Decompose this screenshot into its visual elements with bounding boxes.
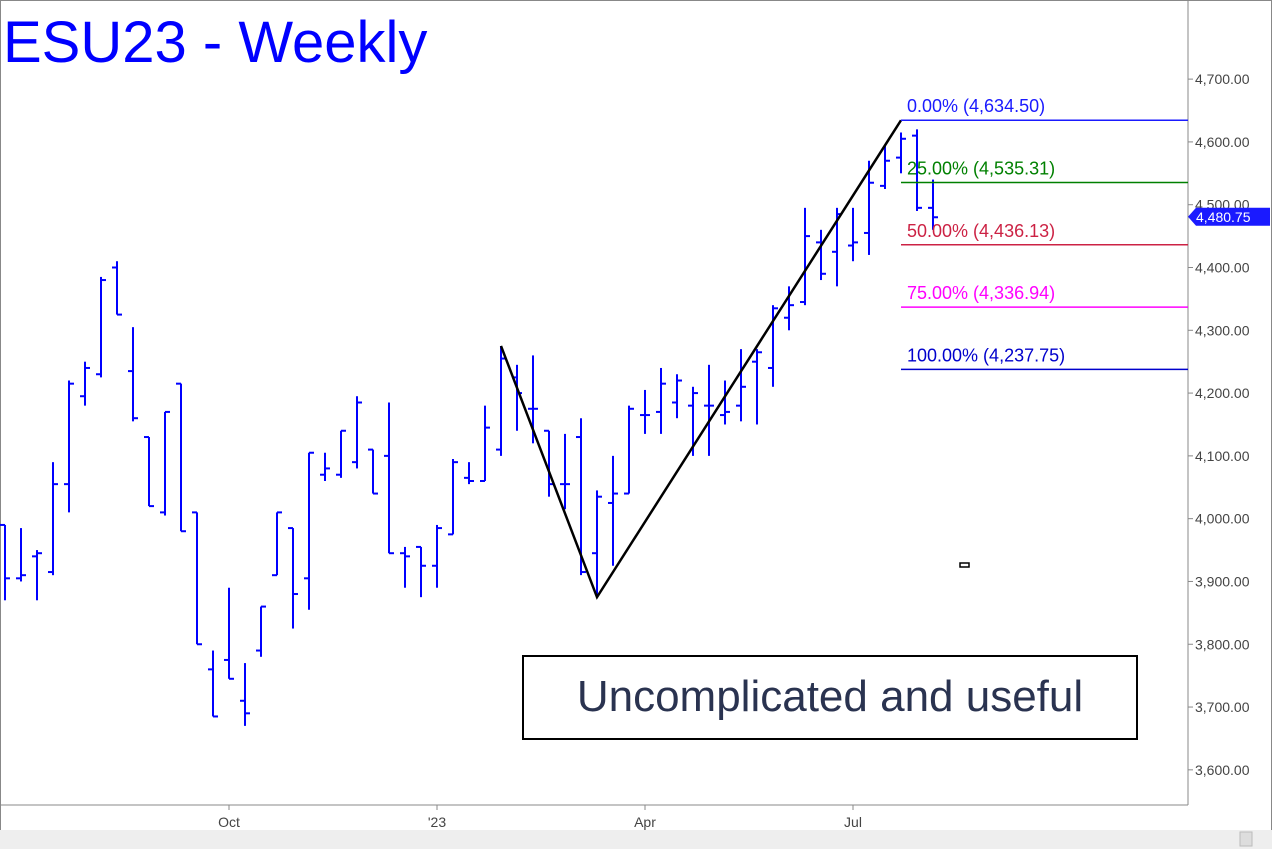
y-tick-label: 4,300.00 (1195, 322, 1250, 338)
swing-line (499, 119, 903, 600)
y-tick-label: 3,600.00 (1195, 762, 1250, 778)
annotation-box (522, 655, 1138, 740)
last-price-box (1188, 207, 1270, 226)
scrollbar (0, 830, 1272, 849)
last-price-label: 4,480.75 (1196, 209, 1251, 225)
x-tick-label: '23 (428, 814, 446, 830)
y-tick-label: 4,400.00 (1195, 259, 1250, 275)
y-tick-label: 4,200.00 (1195, 385, 1250, 401)
fib-label: 25.00% (4,535.31) (907, 159, 1055, 179)
y-tick-label: 3,700.00 (1195, 699, 1250, 715)
y-tick-label: 3,900.00 (1195, 573, 1250, 589)
fib-label: 50.00% (4,436.13) (907, 221, 1055, 241)
x-tick-label: Apr (634, 814, 656, 830)
y-tick-label: 3,800.00 (1195, 636, 1250, 652)
y-tick-label: 4,600.00 (1195, 134, 1250, 150)
marker (959, 562, 970, 568)
x-tick-label: Jul (844, 814, 862, 830)
y-tick-label: 4,700.00 (1195, 71, 1250, 87)
fib-label: 75.00% (4,336.94) (907, 283, 1055, 303)
fib-label: 100.00% (4,237.75) (907, 345, 1065, 365)
x-tick-label: Oct (218, 814, 240, 830)
y-tick-label: 4,100.00 (1195, 448, 1250, 464)
annotation: Uncomplicated and useful (577, 672, 1083, 721)
chart-title: ESU23 - Weekly (3, 10, 427, 75)
scroll-thumb (1239, 831, 1253, 847)
y-tick-label: 4,000.00 (1195, 511, 1250, 527)
fib-label: 0.00% (4,634.50) (907, 96, 1045, 116)
